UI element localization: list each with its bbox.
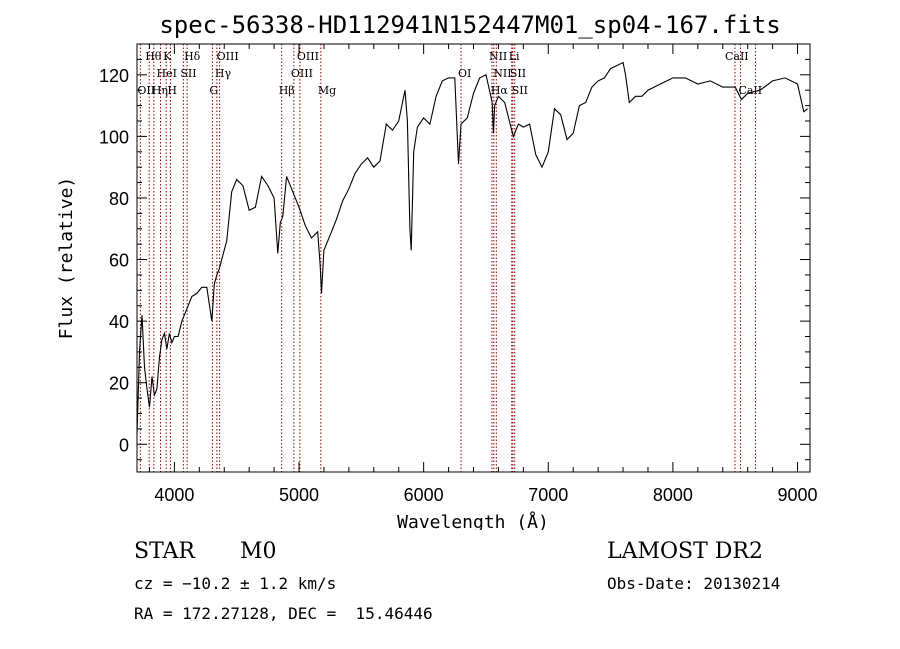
line-marker-label-5: H bbox=[167, 84, 177, 97]
line-marker-label-16: NII bbox=[489, 50, 507, 63]
y-tick-label-120: 120 bbox=[99, 66, 129, 86]
line-marker-label-10: Hγ bbox=[215, 67, 232, 80]
observation-date: Obs-Date: 20130214 bbox=[607, 574, 781, 593]
line-marker-label-7: Hδ bbox=[184, 50, 201, 63]
x-tick-label-7000: 7000 bbox=[528, 485, 568, 505]
line-marker-label-3: HeI bbox=[157, 67, 177, 80]
x-tick-label-6000: 6000 bbox=[404, 485, 444, 505]
line-marker-label-23: CaII bbox=[738, 84, 762, 97]
line-marker-label-9: OIII bbox=[217, 50, 239, 63]
line-marker-label-11: Hβ bbox=[279, 84, 295, 97]
spectrum-line bbox=[136, 61, 808, 436]
x-tick-label-5000: 5000 bbox=[279, 485, 319, 505]
line-marker-label-19: Li bbox=[509, 50, 520, 63]
line-marker-label-20: SII bbox=[510, 67, 526, 80]
spectrum-chart: spec-56338-HD112941N152447M01_sp04-167.f… bbox=[56, 11, 818, 530]
y-tick-label-60: 60 bbox=[109, 251, 129, 271]
line-marker-label-18: NII bbox=[493, 67, 511, 80]
spectral-line-markers: HθOIIHηHeIKHSIIHδGOIIIHγHβOIIIOIIIMgOINI… bbox=[137, 44, 762, 472]
line-marker-label-1: OII bbox=[137, 84, 155, 97]
coordinates: RA = 172.27128, DEC = 15.46446 bbox=[134, 604, 433, 623]
x-axis-label: Wavelength (Å) bbox=[397, 511, 549, 530]
line-marker-label-17: Hα bbox=[491, 84, 509, 97]
line-marker-label-22: CaII bbox=[725, 50, 749, 63]
line-marker-label-4: K bbox=[163, 50, 172, 63]
y-tick-label-20: 20 bbox=[109, 374, 129, 394]
object-class: STAR bbox=[134, 539, 195, 564]
survey-name: LAMOST DR2 bbox=[607, 539, 763, 564]
line-marker-label-0: Hθ bbox=[145, 50, 162, 63]
x-tick-label-4000: 4000 bbox=[154, 485, 194, 505]
redshift: cz = −10.2 ± 1.2 km/s bbox=[134, 574, 337, 593]
line-marker-label-12: OIII bbox=[291, 67, 313, 80]
line-marker-label-14: Mg bbox=[318, 84, 336, 97]
line-marker-label-8: G bbox=[209, 84, 218, 97]
x-tick-label-8000: 8000 bbox=[653, 485, 693, 505]
y-axis: 0 20 40 60 80 100 120 bbox=[99, 58, 810, 461]
x-tick-label-9000: 9000 bbox=[778, 485, 818, 505]
subclass: M0 bbox=[240, 539, 277, 564]
y-tick-label-0: 0 bbox=[119, 435, 129, 455]
line-marker-label-15: OI bbox=[458, 67, 471, 80]
line-marker-label-6: SII bbox=[180, 67, 196, 80]
chart-title: spec-56338-HD112941N152447M01_sp04-167.f… bbox=[159, 11, 780, 39]
line-marker-label-13: OIII bbox=[297, 50, 319, 63]
y-axis-label: Flux (relative) bbox=[56, 177, 77, 340]
y-tick-label-80: 80 bbox=[109, 189, 129, 209]
y-tick-label-100: 100 bbox=[99, 127, 129, 147]
x-axis: 4000 5000 6000 7000 8000 9000 bbox=[148, 44, 818, 505]
plot-frame bbox=[136, 43, 811, 473]
y-tick-label-40: 40 bbox=[109, 312, 129, 332]
line-marker-label-21: SII bbox=[512, 84, 528, 97]
line-marker-label-2: Hη bbox=[152, 84, 168, 97]
